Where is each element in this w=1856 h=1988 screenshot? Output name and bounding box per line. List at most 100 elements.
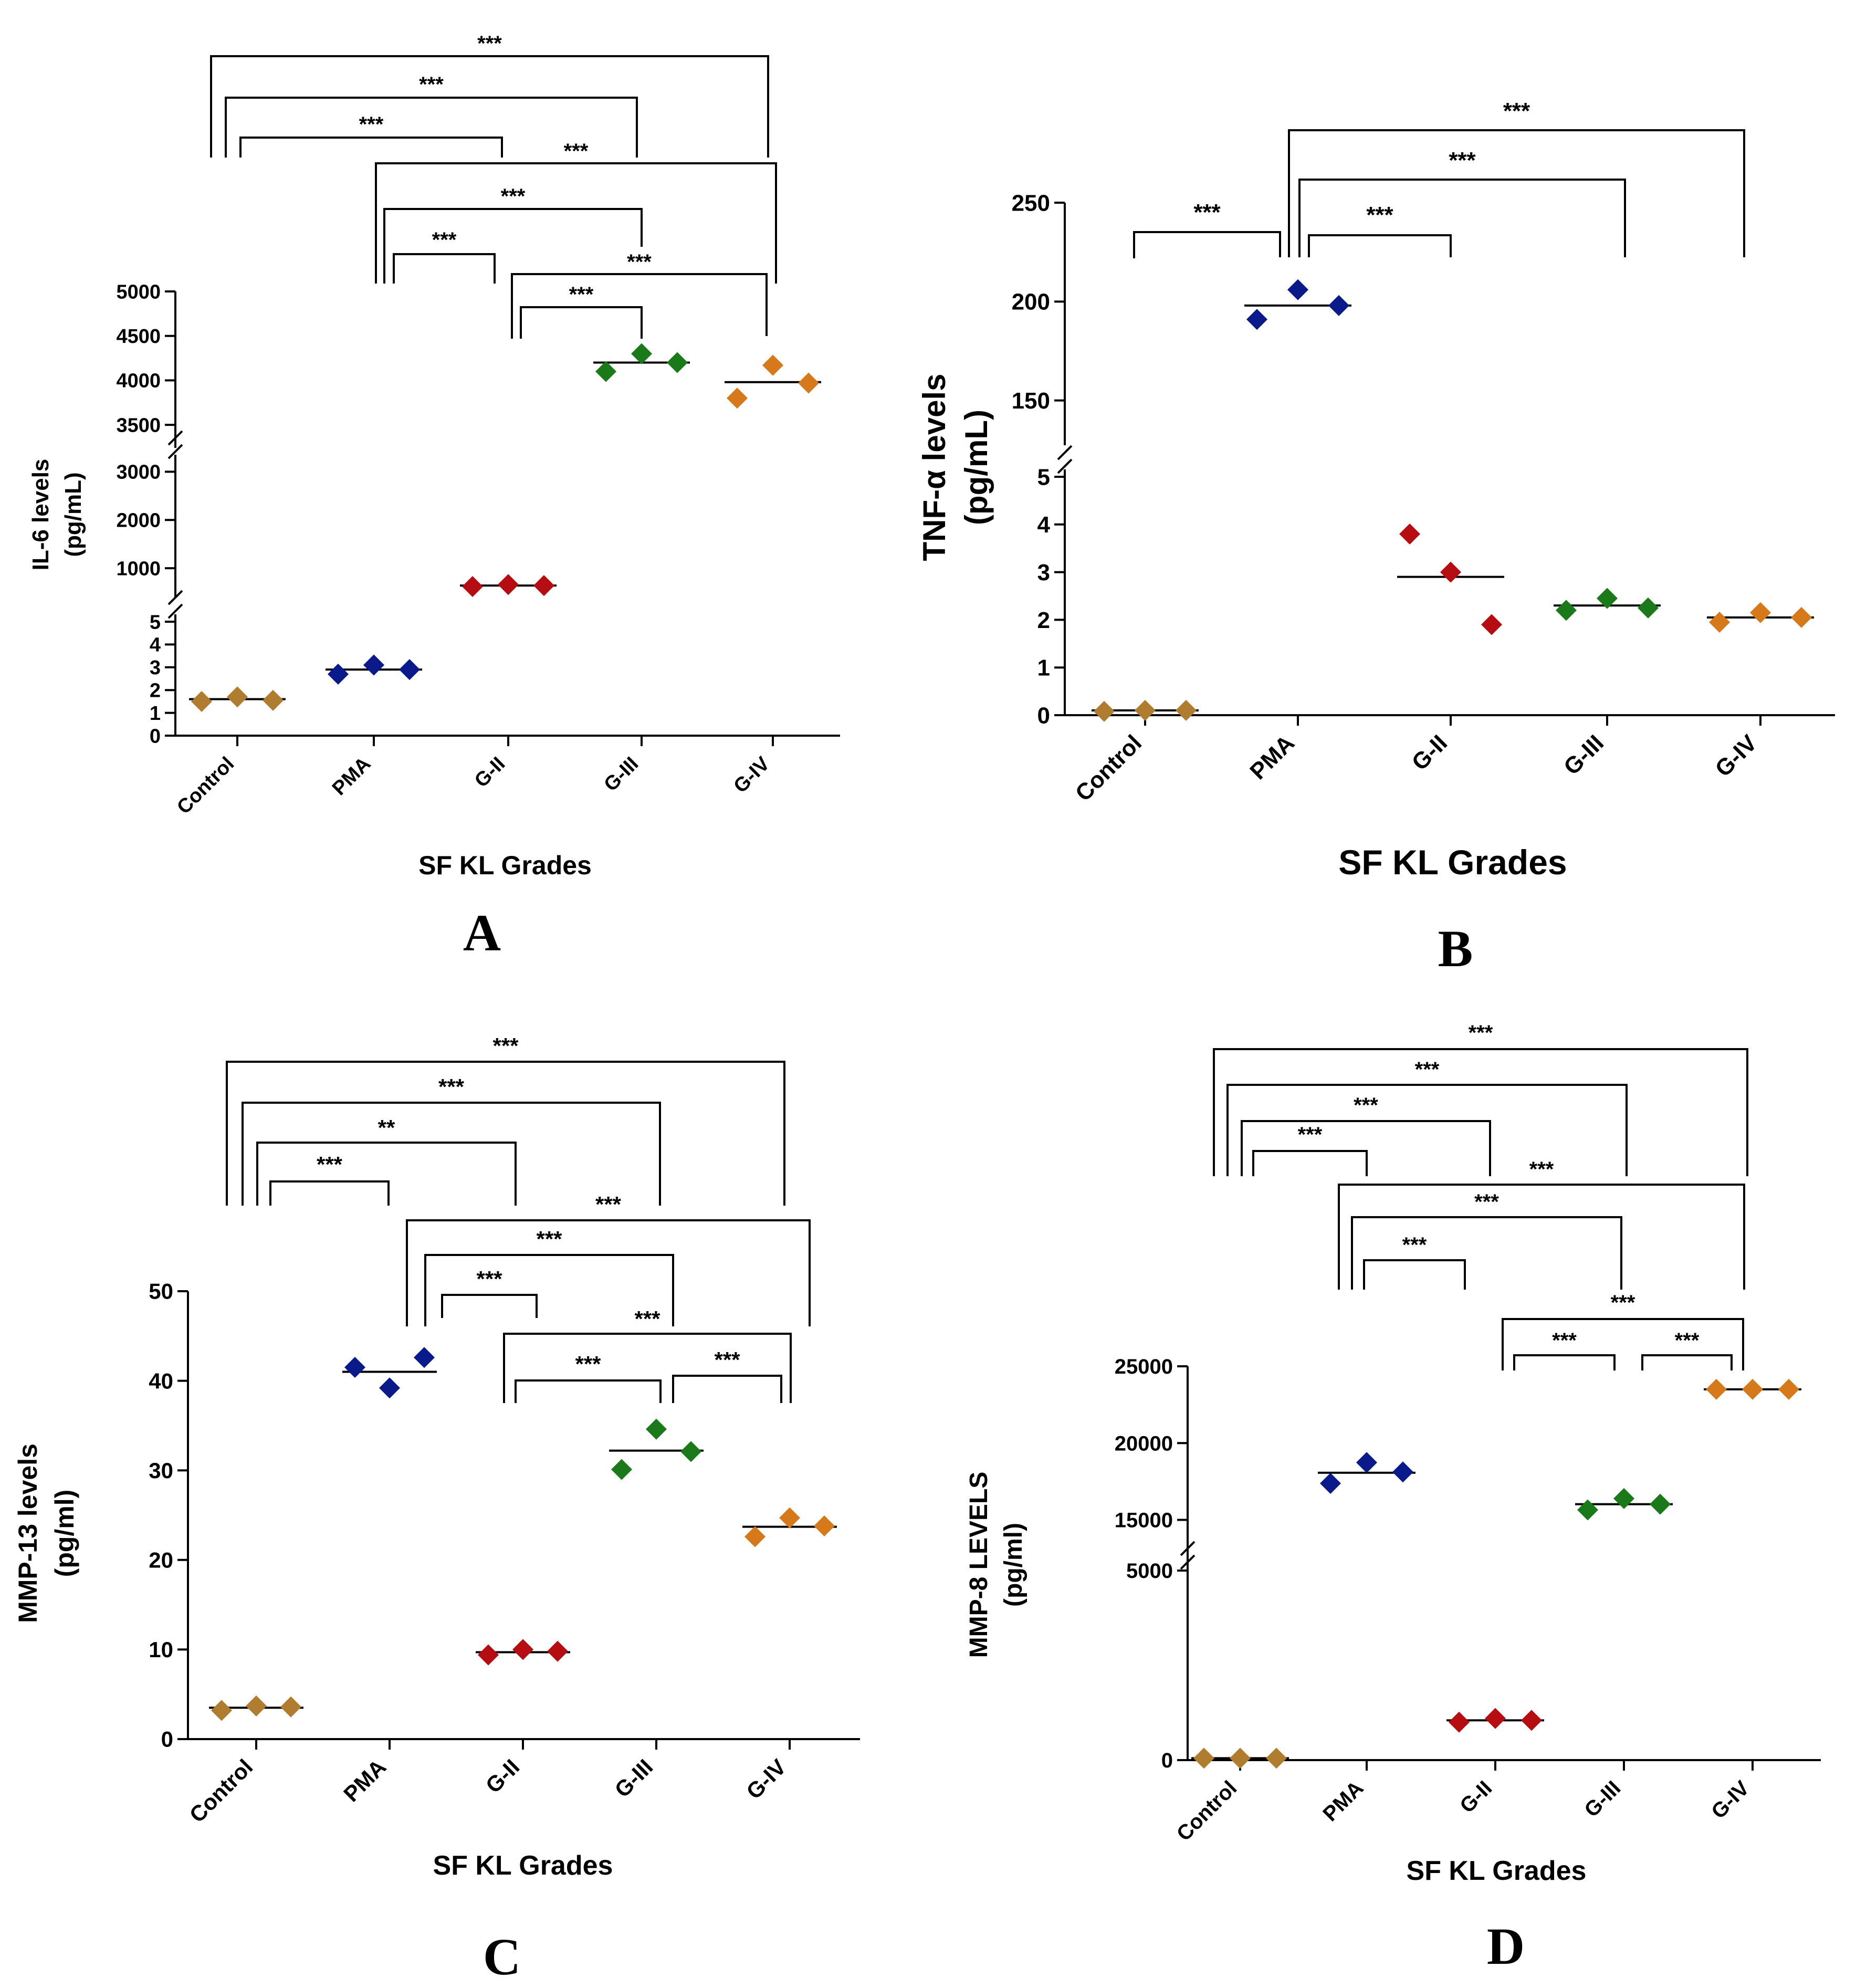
data-point [1638, 597, 1659, 619]
y-tick-label: 3 [1037, 560, 1050, 585]
y-tick-label: 0 [161, 1727, 173, 1752]
y-tick-label: 3500 [116, 414, 161, 436]
significance-bracket [225, 97, 638, 158]
significance-bracket [1641, 1354, 1733, 1370]
x-tick-label: Control [173, 753, 238, 819]
data-point [814, 1515, 835, 1536]
data-point [1328, 295, 1349, 316]
data-point [611, 1459, 632, 1480]
significance-bracket [1308, 234, 1452, 257]
significance-label: *** [1474, 1190, 1499, 1213]
significance-label: *** [1675, 1329, 1700, 1352]
data-point [1778, 1378, 1799, 1400]
x-tick-label: Control [1071, 730, 1147, 806]
significance-bracket [1288, 129, 1745, 257]
significance-bracket [1226, 1084, 1628, 1176]
significance-label: ** [378, 1115, 395, 1140]
data-point [399, 659, 420, 681]
y-tick-label: 20000 [1115, 1432, 1173, 1455]
x-tick-label: G-II [470, 753, 509, 792]
significance-bracket [511, 273, 768, 339]
panel-label: B [1438, 919, 1473, 978]
significance-label: *** [477, 32, 502, 55]
data-point [533, 575, 554, 597]
panel-label: C [483, 1928, 521, 1986]
data-point [462, 576, 483, 597]
significance-label: *** [359, 113, 384, 136]
significance-bracket [1252, 1150, 1368, 1176]
x-tick-label: G-III [1559, 730, 1609, 780]
y-tick-label: 4000 [116, 370, 161, 392]
data-point [1650, 1493, 1671, 1515]
significance-bracket [1241, 1120, 1491, 1176]
significance-bracket [239, 137, 503, 158]
x-axis-title: SF KL Grades [433, 1850, 613, 1881]
data-point [1135, 699, 1156, 721]
significance-bracket [1133, 231, 1281, 258]
significance-bracket [672, 1375, 782, 1403]
data-point [1613, 1488, 1634, 1509]
data-point [745, 1526, 766, 1547]
data-point [1481, 614, 1502, 635]
panel-b: 0 1 2 3 4 5 150 200 250 Control PMA G-II G-III G-IV **… [917, 98, 1835, 978]
y-tick-label: 5 [150, 611, 161, 633]
x-tick-label: G-III [1580, 1776, 1625, 1822]
data-point [1320, 1472, 1341, 1494]
significance-label: *** [1415, 1058, 1440, 1081]
data-point [280, 1696, 301, 1718]
y-tick-label: 4500 [116, 326, 161, 348]
x-tick-label: Control [185, 1754, 258, 1827]
data-point [1193, 1748, 1214, 1769]
data-point [1706, 1378, 1727, 1400]
x-tick-label: G-III [610, 1754, 657, 1802]
y-tick-label: 30 [149, 1458, 173, 1483]
data-point [646, 1418, 667, 1440]
y-tick-label: 50 [149, 1279, 173, 1304]
significance-bracket [256, 1142, 517, 1206]
significance-bracket [406, 1219, 811, 1326]
significance-bracket [503, 1333, 792, 1403]
y-tick-label: 5000 [1126, 1560, 1173, 1583]
y-tick-label: 1 [1037, 655, 1050, 681]
significance-bracket [1363, 1259, 1466, 1290]
y-axis-title: MMP-13 levels [13, 1443, 43, 1623]
y-tick-label: 20 [149, 1548, 173, 1573]
data-point [779, 1507, 800, 1529]
significance-label: *** [634, 1306, 660, 1331]
significance-label: *** [1193, 200, 1221, 225]
axis-break-mark [167, 603, 183, 619]
significance-bracket [375, 162, 777, 284]
data-point [1440, 561, 1461, 583]
data-point [1246, 309, 1267, 330]
significance-bracket [210, 55, 769, 158]
y-axis-title: MMP-8 LEVELS [965, 1472, 993, 1658]
data-point [227, 686, 248, 708]
panel-d: 0 5000 15000 20000 25000 Control PMA G-II G-III G… [965, 1021, 1821, 1975]
significance-label: *** [317, 1152, 343, 1177]
data-point [1266, 1748, 1287, 1769]
significance-label: *** [1529, 1158, 1554, 1181]
data-point [1094, 700, 1115, 722]
panel-label: D [1487, 1917, 1525, 1975]
y-tick-label: 5000 [116, 281, 161, 303]
data-point [1577, 1499, 1598, 1521]
y-tick-label: 150 [1012, 388, 1050, 414]
significance-label: *** [419, 73, 444, 96]
y-tick-label: 4 [1037, 512, 1051, 538]
data-point [1176, 699, 1197, 721]
y-tick-label: 250 [1012, 190, 1050, 216]
significance-bracket [515, 1379, 662, 1403]
significance-bracket [1513, 1354, 1616, 1370]
data-point [680, 1441, 701, 1462]
y-tick-label: 3000 [116, 462, 161, 484]
x-tick-label: G-IV [741, 1754, 791, 1804]
data-point [1449, 1711, 1470, 1733]
data-point [1521, 1710, 1542, 1731]
x-tick-label: PMA [1245, 730, 1299, 784]
data-point [414, 1347, 435, 1368]
data-point [344, 1357, 365, 1378]
data-point [1392, 1461, 1413, 1483]
data-point [1556, 600, 1577, 621]
